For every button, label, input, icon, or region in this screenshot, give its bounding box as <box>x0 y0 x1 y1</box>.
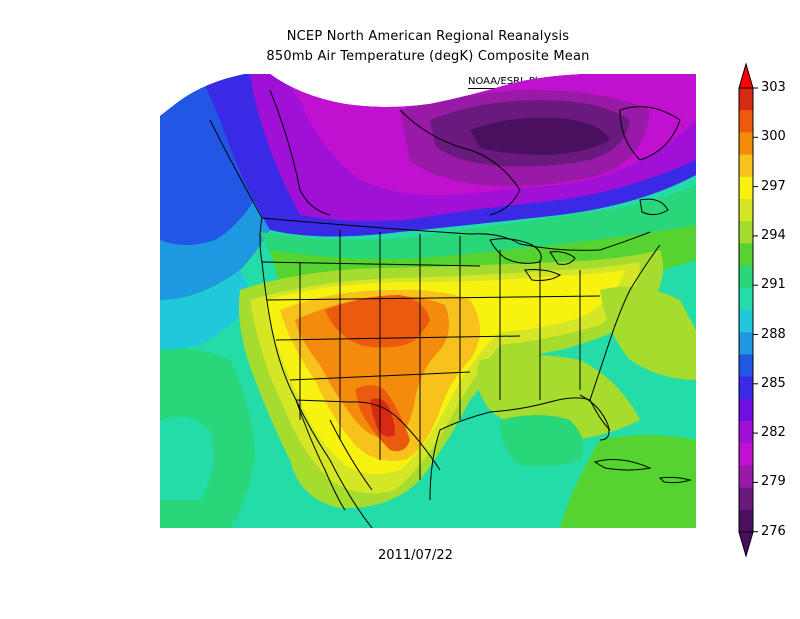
colorbar-top-arrow <box>738 62 754 89</box>
colorbar-segment <box>739 465 753 489</box>
colorbar-segment <box>739 287 753 311</box>
colorbar-tick-label: 300 <box>761 129 786 145</box>
colorbar-segment <box>739 398 753 422</box>
colorbar-segment <box>739 332 753 355</box>
map-subtitle: 850mb Air Temperature (degK) Composite M… <box>266 49 590 64</box>
colorbar-segment <box>739 221 753 244</box>
colorbar-tick-label: 285 <box>761 375 786 391</box>
colorbar-tick-label: 291 <box>761 277 786 293</box>
colorbar-segments <box>739 88 753 533</box>
map-outlines <box>209 89 692 529</box>
colorbar-segment <box>739 443 753 466</box>
colorbar-segment <box>739 199 753 222</box>
colorbar-ticks <box>753 87 758 533</box>
colorbar-tick-label: 276 <box>761 523 786 539</box>
colorbar-tick-label: 288 <box>761 326 786 342</box>
temperature-field <box>160 74 696 528</box>
colorbar-segment <box>739 88 753 111</box>
colorbar-tick-label: 297 <box>761 178 786 194</box>
colorbar-segment <box>739 310 753 333</box>
colorbar-segment <box>739 376 753 400</box>
colorbar-frame <box>738 87 754 533</box>
colorbar-segment <box>739 354 753 378</box>
colorbar-segment <box>739 154 753 178</box>
colorbar-tick-label: 303 <box>761 80 786 95</box>
colorbar-segment <box>739 265 753 289</box>
colorbar-segment <box>739 176 753 200</box>
colorbar-segment <box>739 110 753 133</box>
colorbar-tick-label: 279 <box>761 474 786 490</box>
colorbar-segment <box>739 509 753 533</box>
map-title: NCEP North American Regional Reanalysis <box>286 29 570 44</box>
colorbar-segment <box>739 487 753 511</box>
colorbar-tick-label: 282 <box>761 425 786 441</box>
date-label: 2011/07/22 <box>378 548 453 563</box>
colorbar-segment <box>739 132 753 156</box>
colorbar-bottom-arrow <box>738 531 754 558</box>
colorbar-tick-label: 294 <box>761 227 786 243</box>
colorbar-segment <box>739 421 753 444</box>
colorbar-segment <box>739 243 753 267</box>
